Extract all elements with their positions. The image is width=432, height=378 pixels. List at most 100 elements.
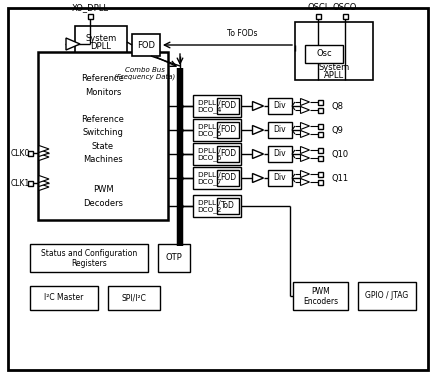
FancyBboxPatch shape	[318, 99, 323, 104]
Polygon shape	[39, 175, 49, 183]
Text: APLL: APLL	[324, 71, 344, 81]
Text: ToD: ToD	[221, 201, 235, 211]
FancyBboxPatch shape	[268, 146, 292, 162]
Polygon shape	[252, 102, 264, 110]
Polygon shape	[39, 150, 49, 156]
Text: State: State	[92, 142, 114, 150]
Text: Div: Div	[274, 102, 286, 110]
FancyBboxPatch shape	[28, 181, 32, 186]
FancyBboxPatch shape	[8, 8, 428, 370]
Text: System: System	[86, 34, 117, 43]
Text: DCO_5: DCO_5	[197, 130, 221, 137]
Text: Reference: Reference	[82, 74, 124, 84]
FancyBboxPatch shape	[193, 167, 241, 189]
Polygon shape	[301, 147, 309, 153]
Text: (Frequency Data): (Frequency Data)	[114, 74, 176, 80]
Text: CLK0: CLK0	[10, 149, 30, 158]
Text: DPLL /: DPLL /	[197, 99, 220, 105]
Text: PWM: PWM	[93, 185, 113, 194]
FancyBboxPatch shape	[30, 244, 148, 272]
Text: OTP: OTP	[165, 254, 182, 262]
Polygon shape	[252, 174, 264, 183]
Polygon shape	[301, 178, 309, 186]
FancyBboxPatch shape	[318, 155, 323, 161]
FancyBboxPatch shape	[318, 107, 323, 113]
FancyBboxPatch shape	[315, 14, 321, 19]
FancyBboxPatch shape	[88, 14, 92, 19]
FancyBboxPatch shape	[268, 98, 292, 114]
Text: Decoders: Decoders	[83, 199, 123, 208]
Text: Q8: Q8	[332, 102, 344, 110]
Text: To FODs: To FODs	[227, 28, 257, 37]
Text: PWM: PWM	[311, 287, 330, 296]
Polygon shape	[39, 180, 49, 186]
FancyBboxPatch shape	[30, 286, 98, 310]
Text: Reference: Reference	[82, 115, 124, 124]
Text: System: System	[318, 64, 349, 73]
FancyBboxPatch shape	[38, 52, 168, 220]
Text: Switching: Switching	[83, 128, 124, 137]
Text: FOD: FOD	[220, 125, 236, 135]
FancyBboxPatch shape	[217, 170, 239, 186]
FancyBboxPatch shape	[318, 147, 323, 152]
Text: DPLL /: DPLL /	[197, 147, 220, 153]
Polygon shape	[301, 122, 309, 130]
Text: CLK1: CLK1	[10, 178, 30, 187]
Polygon shape	[252, 125, 264, 135]
Text: DCO_4: DCO_4	[197, 106, 221, 113]
FancyBboxPatch shape	[193, 95, 241, 117]
FancyBboxPatch shape	[318, 132, 323, 136]
FancyBboxPatch shape	[158, 244, 190, 272]
Text: OSCO: OSCO	[333, 3, 357, 12]
FancyBboxPatch shape	[132, 34, 160, 56]
Polygon shape	[301, 107, 309, 113]
Text: SPI/I²C: SPI/I²C	[121, 293, 146, 302]
FancyBboxPatch shape	[193, 195, 241, 217]
FancyBboxPatch shape	[318, 172, 323, 177]
Text: GPIO / JTAG: GPIO / JTAG	[365, 291, 409, 301]
Text: DCO_2: DCO_2	[197, 206, 221, 213]
Text: DPLL /: DPLL /	[197, 124, 220, 130]
Polygon shape	[39, 153, 49, 161]
Text: FOD: FOD	[137, 40, 155, 50]
Text: DCO_7: DCO_7	[197, 178, 221, 185]
Polygon shape	[66, 38, 80, 50]
Text: Osc: Osc	[316, 50, 332, 59]
FancyBboxPatch shape	[305, 45, 343, 63]
FancyBboxPatch shape	[75, 26, 127, 58]
FancyBboxPatch shape	[343, 14, 347, 19]
Text: FOD: FOD	[220, 174, 236, 183]
FancyBboxPatch shape	[268, 170, 292, 186]
FancyBboxPatch shape	[217, 122, 239, 138]
FancyBboxPatch shape	[295, 22, 373, 80]
Polygon shape	[252, 150, 264, 158]
Text: Q9: Q9	[332, 125, 344, 135]
FancyBboxPatch shape	[318, 180, 323, 184]
Text: DCO_6: DCO_6	[197, 154, 221, 161]
Text: Div: Div	[274, 174, 286, 183]
Text: Encoders: Encoders	[303, 296, 338, 305]
Text: DPLL /: DPLL /	[197, 172, 220, 178]
Text: DPLL /: DPLL /	[197, 200, 220, 206]
Polygon shape	[39, 146, 49, 152]
Text: OSCI: OSCI	[308, 3, 328, 12]
Polygon shape	[301, 99, 309, 105]
Text: I²C Master: I²C Master	[44, 293, 84, 302]
Text: DPLL: DPLL	[91, 42, 111, 51]
FancyBboxPatch shape	[293, 282, 348, 310]
FancyBboxPatch shape	[108, 286, 160, 310]
Text: Combo Bus: Combo Bus	[125, 67, 165, 73]
Text: FOD: FOD	[220, 150, 236, 158]
Text: Div: Div	[274, 125, 286, 135]
FancyBboxPatch shape	[318, 124, 323, 129]
Polygon shape	[39, 183, 49, 191]
Text: XO_DPLL: XO_DPLL	[72, 3, 108, 12]
Text: Div: Div	[274, 150, 286, 158]
Text: Machines: Machines	[83, 155, 123, 164]
Polygon shape	[301, 155, 309, 161]
FancyBboxPatch shape	[358, 282, 416, 310]
Text: FOD: FOD	[220, 102, 236, 110]
FancyBboxPatch shape	[217, 198, 239, 214]
FancyBboxPatch shape	[28, 150, 32, 155]
FancyBboxPatch shape	[268, 122, 292, 138]
